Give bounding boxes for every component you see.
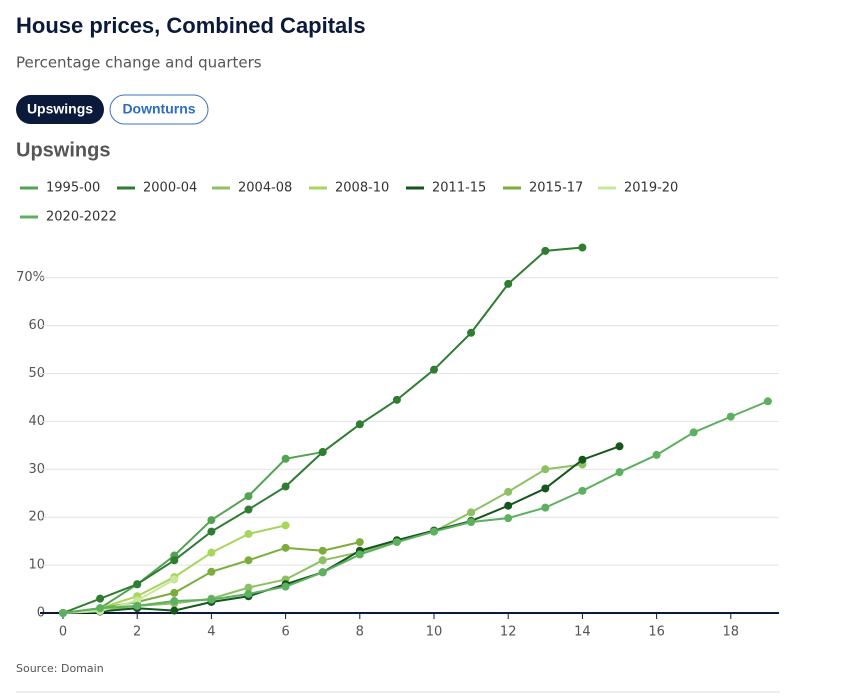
point [392,395,401,404]
point [281,543,290,552]
point [244,492,253,501]
point [96,594,105,603]
legend-label: 1995-00 [46,181,100,196]
point [318,568,327,577]
point [244,589,253,598]
point [318,448,327,457]
point [392,538,401,547]
point [281,521,290,530]
point [355,538,364,547]
series-line [62,578,175,614]
series-line [62,445,620,614]
point [133,580,142,589]
point [430,527,438,536]
point [170,597,179,606]
x-tick-label: 16 [648,625,665,640]
series-line [62,463,583,614]
point [96,604,105,613]
source: Source: Domain [16,662,104,675]
x-tick-label: 2 [133,625,141,640]
button-bg[interactable] [16,95,104,124]
title: House prices, Combined Capitals [16,13,366,38]
point [504,501,513,510]
point [689,428,698,437]
series-line [62,451,323,614]
point [244,583,253,592]
point [207,548,216,557]
section-heading: Upswings [16,139,110,161]
point [59,609,67,617]
point [578,455,587,464]
point [763,397,772,406]
legend-label: 2008-10 [335,181,389,196]
y-tick-label: 50 [28,366,45,381]
legend-label: 2015-17 [529,181,583,196]
point [504,279,513,288]
y-tick-label: 70% [16,270,45,285]
point [207,527,216,536]
point [615,442,624,451]
x-tick-label: 14 [574,625,591,640]
y-tick-label: 60 [28,318,45,333]
y-tick-label: 30 [28,462,45,477]
legend-label: 2000-04 [143,181,197,196]
legend-label: 2011-15 [432,181,486,196]
subtitle: Percentage change and quarters [16,54,262,72]
point [207,567,216,576]
point [652,450,661,459]
x-tick-label: 18 [723,625,740,640]
point [578,243,587,252]
x-tick-label: 0 [59,625,67,640]
point [467,517,476,526]
point [541,484,550,493]
point [541,503,550,512]
legend-label: 2004-08 [238,181,292,196]
series-line [62,400,769,614]
point [541,465,550,474]
button-bg[interactable] [109,94,209,125]
point [170,575,179,584]
point [244,529,253,538]
point [504,487,513,496]
x-tick-label: 12 [500,625,517,640]
y-tick-label: 40 [28,414,45,429]
point [170,606,179,615]
x-tick-label: 6 [281,625,289,640]
point [318,556,327,565]
point [207,516,216,525]
y-tick-label: 10 [28,558,45,573]
point [467,328,476,337]
point [244,556,253,565]
point [207,595,216,604]
point [430,365,438,374]
button[interactable]: Upswings [27,101,93,117]
point [281,454,290,463]
point [726,412,735,421]
x-tick-label: 10 [426,625,443,640]
x-tick-label: 8 [356,625,364,640]
point [467,508,476,517]
x-tick-label: 4 [207,625,215,640]
y-tick-label: 20 [28,510,45,525]
point [355,420,364,429]
button[interactable]: Downturns [122,101,195,117]
legend-label: 2020-2022 [46,210,117,225]
point [170,588,179,597]
point [133,601,142,610]
point [281,482,290,491]
point [244,505,253,514]
point [615,468,624,477]
point [578,486,587,495]
point [170,556,179,565]
legend-label: 2019-20 [624,181,678,196]
point [355,550,364,559]
point [504,514,513,523]
point [318,546,327,555]
point [541,246,550,255]
point [281,582,290,591]
